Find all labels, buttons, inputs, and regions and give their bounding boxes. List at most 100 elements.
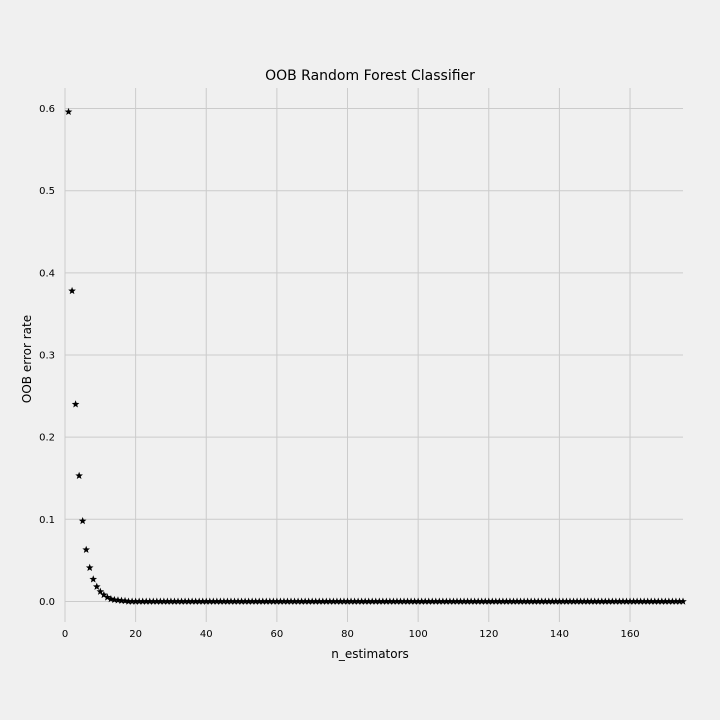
x-tick-label: 160 [620,629,639,640]
data-point [439,597,447,605]
data-point [661,597,670,605]
data-point [499,597,507,605]
data-point [213,597,221,605]
data-point [350,597,359,605]
y-tick-label: 0.5 [39,186,55,197]
data-point [492,597,500,605]
data-point [569,597,578,605]
data-point [389,597,398,605]
marker-layer [64,107,687,605]
data-point [308,597,316,605]
data-point [573,597,581,605]
data-point [647,597,656,605]
data-point [311,597,320,605]
data-point [234,597,242,605]
data-point [590,597,599,605]
data-point [520,597,528,605]
data-point [403,597,412,605]
data-point [255,597,264,605]
data-point [230,597,239,605]
x-tick-label: 120 [479,629,498,640]
data-point [205,597,214,605]
data-point [428,597,437,605]
data-point [244,597,253,605]
data-point [636,597,645,605]
data-point [400,597,408,605]
data-point [220,597,228,605]
data-point [650,597,659,605]
data-point [340,597,348,605]
y-tick-label: 0.1 [39,515,55,526]
data-point [354,597,362,605]
data-point [530,597,539,605]
data-point [597,597,606,605]
data-point [181,597,189,605]
data-point [605,597,613,605]
data-point [410,597,419,605]
data-point [566,597,574,605]
data-point [128,597,136,605]
data-point [167,597,175,605]
data-point [347,597,355,605]
data-point [163,597,172,605]
data-point [407,597,415,605]
data-point [658,597,666,605]
data-point [343,597,352,605]
data-point [368,597,377,605]
data-point [262,597,271,605]
data-point [64,107,73,116]
data-point [145,597,154,605]
data-point [100,590,108,599]
y-tick-label: 0.2 [39,433,55,444]
data-point [114,596,122,604]
data-point [209,597,218,605]
data-point [361,597,369,605]
data-point [629,597,638,605]
data-point [357,597,366,605]
data-point [78,516,87,525]
x-tick-label: 140 [550,629,569,640]
data-point [484,597,493,605]
data-point [470,597,479,605]
data-point [495,597,504,605]
data-point [580,597,588,605]
data-point [333,597,341,605]
data-point [382,597,391,605]
data-point [223,597,232,605]
y-tick-label: 0.6 [39,104,55,115]
x-tick-label: 0 [62,629,68,640]
data-point [188,597,196,605]
data-point [266,597,274,605]
data-point [170,597,179,605]
data-point [640,597,648,605]
data-point [477,597,486,605]
data-point [237,597,246,605]
data-point [386,597,394,605]
data-point [364,597,373,605]
data-point [131,597,140,605]
data-point [446,597,454,605]
data-point [417,597,426,605]
y-tick-label: 0.3 [39,351,55,362]
data-point [626,597,634,605]
data-point [622,597,631,605]
data-point [393,597,401,605]
data-point [202,597,211,605]
data-point [318,597,327,605]
data-point [149,597,158,605]
data-point [552,597,560,605]
data-point [251,597,260,605]
data-point [619,597,627,605]
data-point [668,597,677,605]
data-point [379,597,387,605]
data-point [71,400,80,408]
data-point [138,597,147,605]
data-point [258,597,267,605]
data-point [633,597,641,605]
data-point [329,597,338,605]
data-point [527,597,535,605]
data-point [174,597,182,605]
data-point [509,597,518,605]
data-point [414,597,422,605]
